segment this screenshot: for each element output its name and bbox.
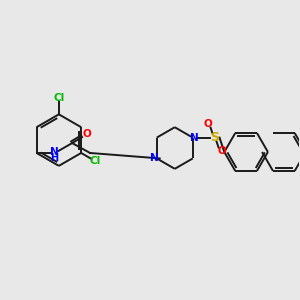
- Text: O: O: [203, 119, 212, 129]
- Text: S: S: [210, 131, 219, 144]
- Text: O: O: [83, 129, 92, 139]
- Text: H: H: [50, 153, 59, 164]
- Text: N: N: [190, 133, 199, 142]
- Text: N: N: [150, 153, 159, 164]
- Text: O: O: [217, 146, 226, 157]
- Text: N: N: [50, 147, 59, 157]
- Text: Cl: Cl: [89, 156, 100, 166]
- Text: Cl: Cl: [53, 94, 64, 103]
